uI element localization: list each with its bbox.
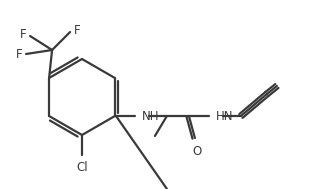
Text: O: O [192, 145, 202, 158]
Text: Cl: Cl [76, 161, 88, 174]
Text: F: F [19, 29, 26, 42]
Text: HN: HN [216, 109, 233, 122]
Text: F: F [15, 47, 22, 60]
Text: NH: NH [142, 109, 160, 122]
Text: F: F [74, 25, 81, 37]
